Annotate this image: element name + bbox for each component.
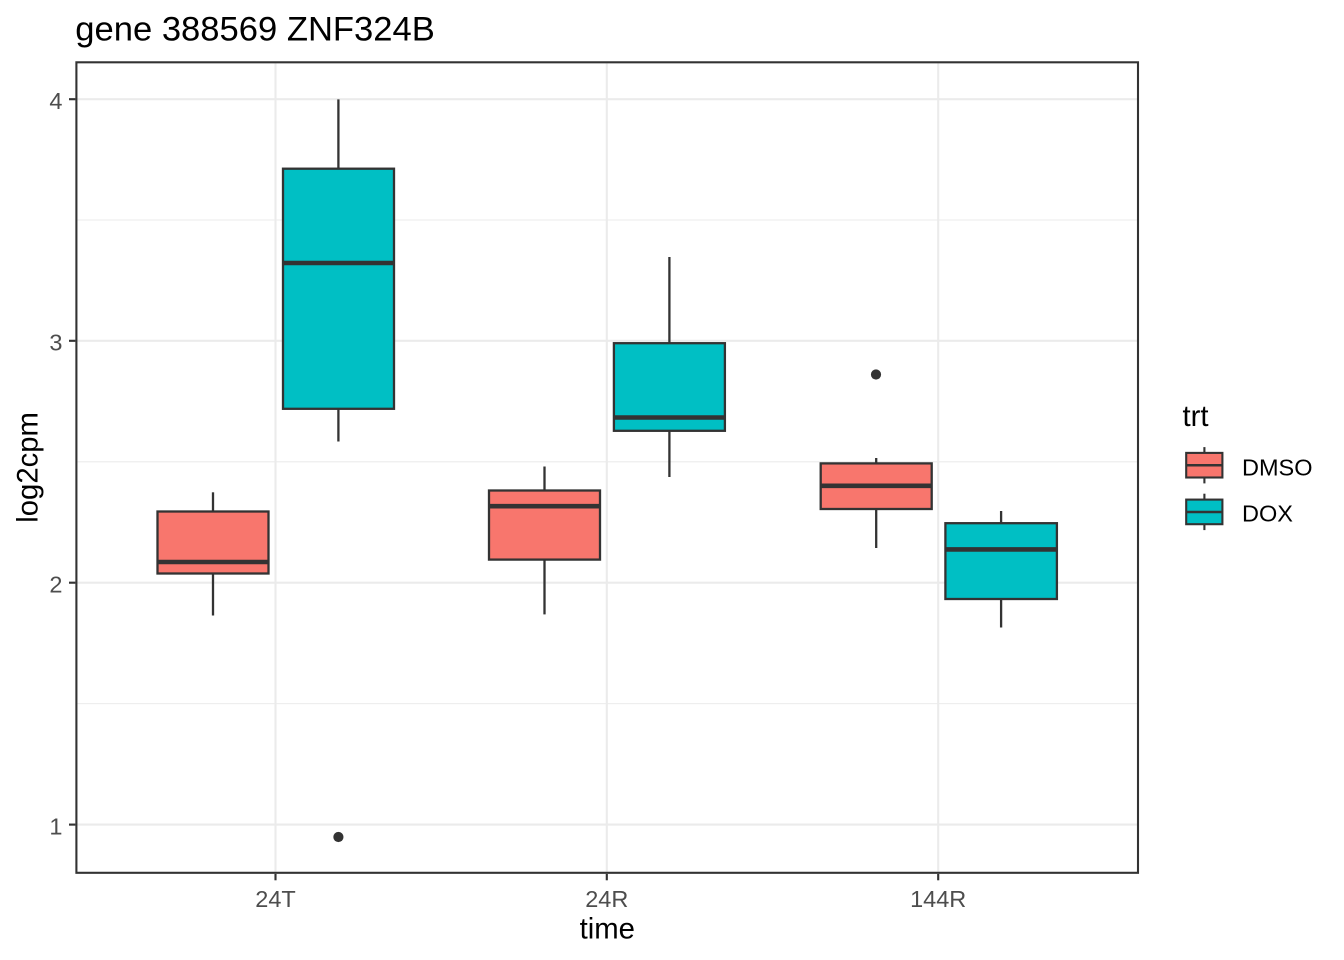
svg-text:2: 2 <box>49 572 62 598</box>
svg-text:144R: 144R <box>910 886 966 912</box>
svg-text:4: 4 <box>49 88 62 114</box>
svg-text:24T: 24T <box>255 886 296 912</box>
svg-text:gene 388569 ZNF324B: gene 388569 ZNF324B <box>75 11 435 49</box>
svg-text:DMSO: DMSO <box>1242 454 1313 480</box>
svg-text:3: 3 <box>49 330 62 356</box>
svg-text:time: time <box>580 913 635 946</box>
svg-text:trt: trt <box>1183 400 1209 433</box>
svg-text:DOX: DOX <box>1242 500 1293 526</box>
svg-text:24R: 24R <box>585 886 628 912</box>
svg-text:1: 1 <box>49 814 62 840</box>
svg-text:log2cpm: log2cpm <box>12 412 45 523</box>
